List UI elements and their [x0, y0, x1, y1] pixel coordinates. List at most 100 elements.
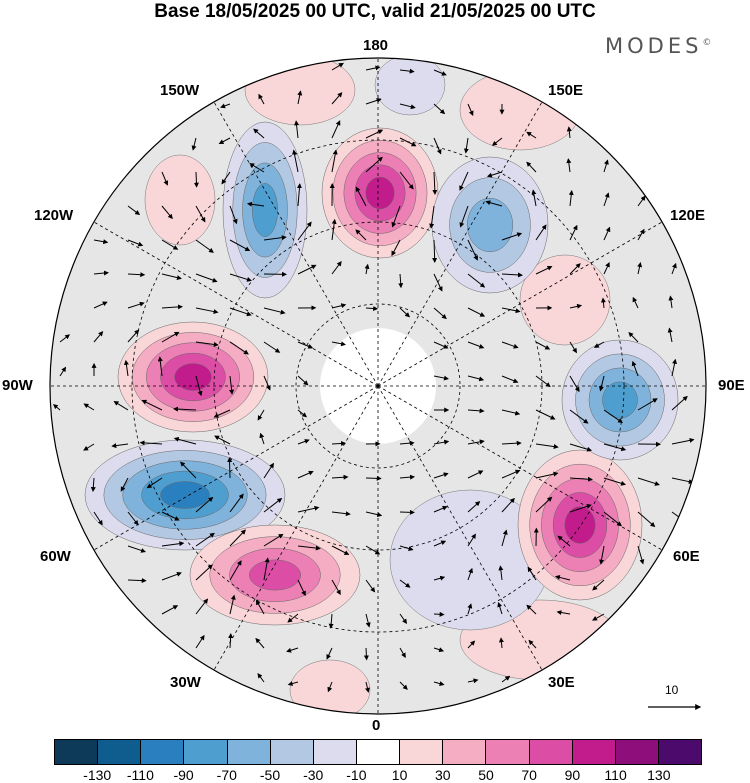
wind-arrow: [263, 497, 283, 513]
wind-arrow: [501, 529, 508, 547]
wind-arrow: [331, 218, 337, 241]
wind-arrow: [355, 186, 367, 207]
colorbar-cell: [313, 740, 357, 764]
wind-arrow: [331, 92, 343, 105]
wind-arrow: [433, 137, 442, 155]
wind-arrow: [331, 511, 351, 517]
wind-arrow: [331, 303, 347, 309]
wind-arrow: [83, 443, 95, 451]
wind-arrow: [569, 224, 578, 241]
wind-arrow: [603, 511, 623, 527]
anomaly-contour: [519, 254, 611, 346]
wind-arrow: [491, 137, 503, 146]
wind-arrow: [603, 477, 626, 486]
wind-arrow: [111, 443, 129, 449]
wind-arrow: [535, 443, 559, 450]
wind-arrow: [671, 395, 688, 411]
wind-arrow: [297, 264, 317, 275]
wind-arrow: [467, 603, 473, 615]
wind-arrow: [93, 270, 109, 276]
wind-arrow: [637, 228, 645, 241]
wind-arrow: [554, 574, 571, 581]
wind-arrow: [526, 131, 537, 139]
colorbar-tick-label: -90: [173, 767, 194, 783]
wind-arrow: [161, 571, 182, 581]
wind-arrow: [566, 158, 572, 173]
meridian-line: [377, 385, 544, 672]
wind-arrow: [598, 375, 605, 392]
colorbar-cell: [98, 740, 142, 764]
lon-label-0: 0: [372, 717, 381, 734]
wind-arrow: [229, 341, 249, 355]
wind-arrow: [161, 273, 182, 280]
latitude-circle: [295, 303, 461, 469]
colorbar-tick-label: 130: [647, 767, 671, 783]
wind-arrow: [599, 545, 605, 565]
meridian-line: [377, 220, 664, 387]
wind-arrow: [157, 356, 163, 377]
wind-arrow: [355, 229, 367, 241]
wind-arrow: [229, 205, 238, 225]
wind-arrow: [671, 262, 677, 275]
wind-arrow: [526, 161, 537, 173]
anomaly-contour: [252, 183, 278, 237]
wind-arrow: [592, 579, 605, 591]
wind-arrow: [391, 205, 401, 228]
wind-arrow: [535, 341, 551, 350]
colorbar-cell: [141, 740, 185, 764]
wind-arrow: [433, 505, 448, 513]
wind-arrow: [331, 579, 341, 596]
wind-arrow: [214, 435, 231, 445]
wind-arrow: [195, 532, 215, 547]
lon-label-180: 180: [363, 37, 389, 54]
wind-arrow: [294, 120, 300, 139]
wind-arrow: [297, 505, 320, 513]
wind-arrow: [365, 681, 370, 693]
wind-arrow: [141, 399, 163, 411]
wind-arrow: [328, 613, 334, 629]
wind-arrow: [229, 273, 252, 282]
map-title: Base 18/05/2025 00 UTC, valid 21/05/2025…: [154, 1, 596, 22]
wind-arrow: [632, 296, 639, 309]
wind-arrow: [229, 239, 251, 252]
wind-arrow: [569, 503, 592, 513]
wind-arrow: [501, 272, 523, 278]
wind-arrow: [501, 469, 521, 479]
wind-arrow: [286, 647, 299, 653]
wind-arrow: [667, 327, 673, 343]
wind-arrow: [161, 331, 180, 343]
wind-arrow: [467, 501, 481, 513]
wind-arrow: [263, 375, 271, 391]
wind-arrow: [228, 633, 234, 649]
wind-arrow: [229, 493, 244, 513]
colorbar-cell: [658, 740, 702, 764]
wind-arrow: [263, 235, 287, 241]
colorbar-cell: [443, 740, 487, 764]
wind-arrow: [467, 273, 486, 288]
wind-arrow: [229, 529, 246, 547]
wind-arrow: [195, 496, 214, 513]
wind-arrow: [83, 403, 95, 411]
wind-arrow: [433, 341, 449, 349]
wind-arrow: [668, 295, 674, 309]
wind-arrow: [399, 171, 414, 190]
wind-arrow: [485, 200, 503, 207]
wind-arrow: [193, 171, 199, 188]
colorbar-tick-label: 30: [435, 767, 451, 783]
meridian-line: [212, 385, 379, 672]
wind-arrow: [195, 341, 219, 347]
wind-arrow: [501, 341, 519, 349]
wind-arrow: [433, 69, 447, 76]
wind-arrow: [467, 239, 478, 261]
wind-arrow: [433, 307, 447, 320]
wind-arrow: [287, 681, 299, 686]
brand-mark: ©: [702, 38, 712, 48]
wind-arrow: [501, 409, 521, 416]
lon-label-150w: 150W: [160, 82, 200, 99]
lon-label-60e: 60E: [673, 548, 700, 565]
wind-arrow: [365, 579, 376, 593]
wind-arrow: [631, 360, 639, 377]
wind-arrow: [213, 409, 231, 418]
wind-arrow: [195, 375, 203, 397]
wind-arrow: [258, 93, 265, 105]
